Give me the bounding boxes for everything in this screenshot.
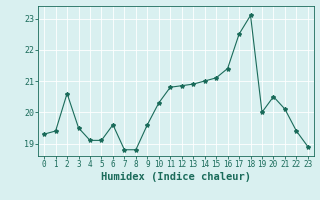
X-axis label: Humidex (Indice chaleur): Humidex (Indice chaleur) bbox=[101, 172, 251, 182]
